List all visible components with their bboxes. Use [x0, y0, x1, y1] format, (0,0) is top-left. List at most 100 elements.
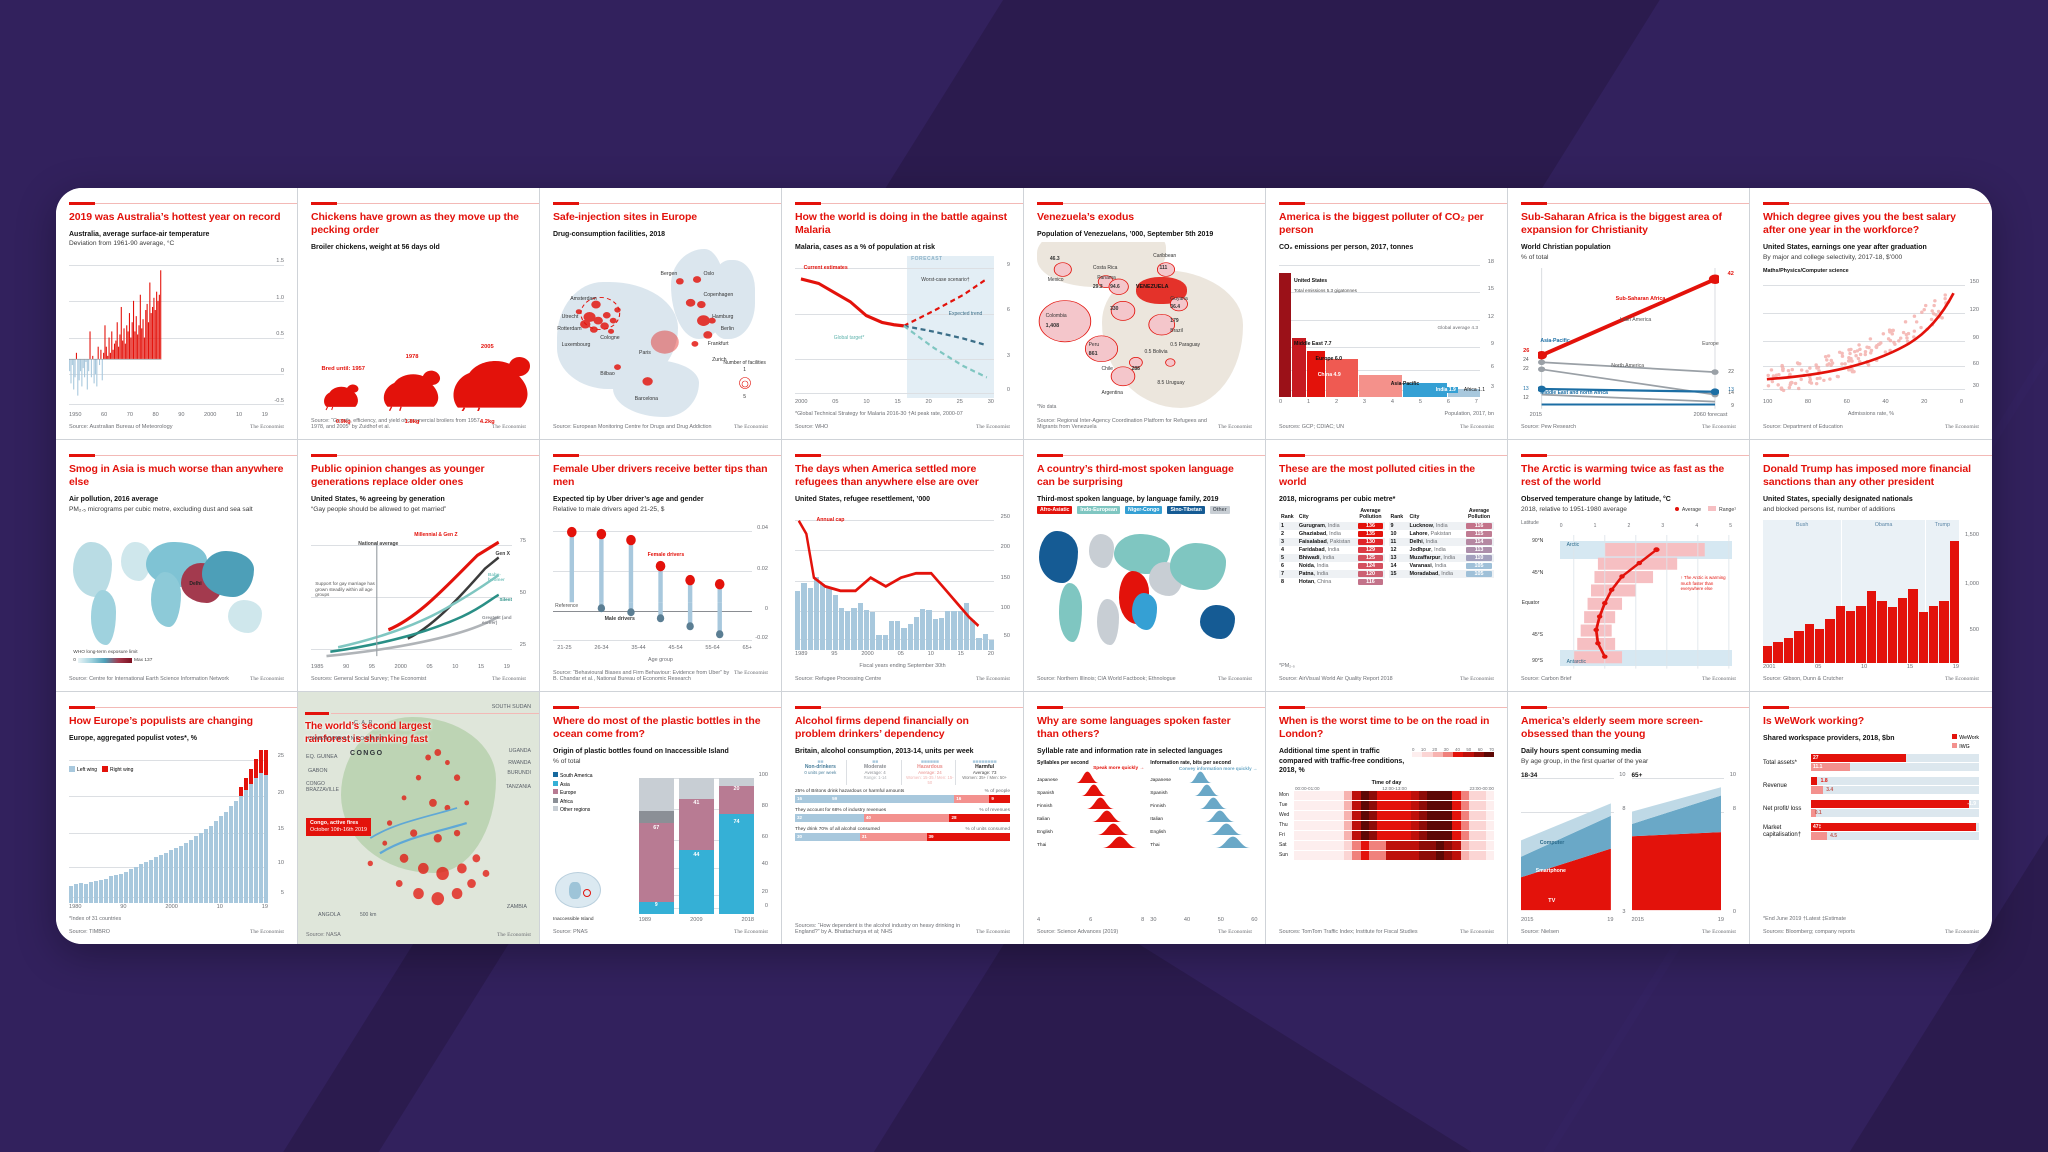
- card-footer: Population, 2017, bn Sources: GCP; CDIAC…: [1279, 411, 1494, 431]
- series-label-latam: Latin America: [1619, 317, 1652, 324]
- card-headline: Donald Trump has imposed more financial …: [1763, 463, 1971, 489]
- card-subtitle: World Christian population: [1521, 244, 1611, 252]
- card-america-refugees[interactable]: The days when America settled more refug…: [782, 440, 1024, 692]
- x-axis: 1985 90 95 2000 05 10 15 19: [311, 664, 510, 671]
- xtick-0: 0: [1559, 523, 1563, 530]
- legend-niger-congo[interactable]: Niger-Congo: [1125, 505, 1163, 514]
- value-1989-asia: 9: [638, 901, 674, 915]
- card-safe-injection-sites[interactable]: Safe-injection sites in Europe Drug-cons…: [540, 188, 782, 440]
- card-third-most-spoken-language[interactable]: A country’s third-most spoken language c…: [1024, 440, 1266, 692]
- card-europe-populists[interactable]: How Europe’s populists are changing Euro…: [56, 692, 298, 944]
- series-label-male: Male drivers: [604, 616, 635, 623]
- heatmap-row: Sun: [1279, 850, 1494, 860]
- accent-rule: [69, 202, 297, 205]
- legend-indo-european[interactable]: Indo-European: [1077, 505, 1121, 514]
- callout-subtitle: October 10th-16th 2019: [310, 826, 367, 833]
- card-co2-per-person[interactable]: America is the biggest polluter of CO₂ p…: [1266, 188, 1508, 440]
- card-subtitle: United States, % agreeing by generation: [311, 496, 445, 504]
- bred-until-label: Bred until:: [321, 365, 351, 372]
- pollution-table-left: Rank City Average Pollution 1 Gurugram, In…: [1279, 508, 1385, 586]
- alcohol-row: They drink 70% of all alcohol consumed% …: [795, 827, 1011, 842]
- group-moderate: ■■ Moderate Average: 4 Range: 1-14: [850, 759, 902, 786]
- card-headline: The world’s second largest rainforest is…: [305, 721, 431, 745]
- card-footer: Source: Carbon Brief The Economist: [1521, 676, 1736, 683]
- card-smog-asia[interactable]: Smog in Asia is much worse than anywhere…: [56, 440, 298, 692]
- xtick-2015: 2015: [1529, 412, 1543, 419]
- card-headline: These are the most polluted cities in th…: [1279, 463, 1476, 489]
- legend-sino-tibetan[interactable]: Sino-Tibetan: [1167, 505, 1205, 514]
- legend-afro-asiatic[interactable]: Afro-Asiatic: [1037, 505, 1073, 514]
- card-malaria-battle[interactable]: How the world is doing in the battle aga…: [782, 188, 1024, 440]
- legend-other[interactable]: Other: [1209, 505, 1230, 514]
- brand-text: The Economist: [975, 929, 1010, 936]
- series-label-genx: Gen X: [495, 550, 510, 557]
- card-subtitle-2: and blocked persons list, number of addi…: [1763, 505, 1896, 513]
- xtick-1989: 1989: [638, 917, 652, 924]
- card-footer: Source: PNAS The Economist: [553, 929, 768, 936]
- label-zurich: Zurich: [712, 356, 727, 363]
- card-congo-rainforest[interactable]: The world’s second largest rainforest is…: [298, 692, 540, 944]
- card-footer: Source: Northern Illinois; CIA World Fac…: [1037, 676, 1252, 683]
- label-guyana: Guyana: [1170, 295, 1188, 302]
- card-london-traffic[interactable]: When is the worst time to be on the road…: [1266, 692, 1508, 944]
- card-christianity-expansion[interactable]: Sub-Saharan Africa is the biggest area o…: [1508, 188, 1750, 440]
- card-public-opinion-generations[interactable]: Public opinion changes as younger genera…: [298, 440, 540, 692]
- card-subtitle-2: “Gay people should be allowed to get mar…: [311, 505, 447, 513]
- table-row: 15 Moradabad, India 105: [1388, 569, 1494, 578]
- card-subtitle: Additional time spent in traffic compare…: [1279, 748, 1405, 774]
- bar-2009: 41 44: [678, 778, 714, 915]
- value-guyana: 36.4: [1170, 304, 1181, 311]
- card-headline: 2019 was Australia’s hottest year on rec…: [69, 211, 281, 223]
- pollution-table-right: Rank City Average Pollution 9 Lucknow, Ind…: [1388, 508, 1495, 578]
- president-label-trump: Trump: [1934, 522, 1951, 529]
- card-venezuela-exodus[interactable]: Venezuela’s exodus Population of Venezue…: [1024, 188, 1266, 440]
- accent-rule: [1279, 202, 1507, 205]
- accent-rule: [1279, 454, 1507, 457]
- accent-rule: [553, 706, 781, 709]
- card-alcohol-problem-drinkers[interactable]: Alcohol firms depend financially on prob…: [782, 692, 1024, 944]
- card-chickens-pecking-order[interactable]: Chickens have grown as they move up the …: [298, 188, 540, 440]
- table-row: 14 Varanasi, India 105: [1389, 562, 1495, 570]
- chart-area: 75 50 25 Millennial & Gen Z Gen X Baby-bo…: [311, 520, 526, 673]
- card-arctic-warming[interactable]: The Arctic is warming twice as fast as t…: [1508, 440, 1750, 692]
- accent-rule: [311, 202, 539, 205]
- value-na-2015: 12: [1523, 395, 1529, 402]
- card-female-uber-tips[interactable]: Female Uber drivers receive better tips …: [540, 440, 782, 692]
- card-languages-spoken-faster[interactable]: Why are some languages spoken faster tha…: [1024, 692, 1266, 944]
- card-subtitle: Broiler chickens, weight at 56 days old: [311, 244, 440, 252]
- source-text: Sources: TomTom Traffic Index; Institute…: [1279, 929, 1418, 936]
- card-subtitle: Expected tip by Uber driver’s age and ge…: [553, 496, 704, 504]
- xtick-3: 3: [1661, 523, 1665, 530]
- col-city: City: [1298, 513, 1309, 520]
- card-trump-sanctions[interactable]: Donald Trump has imposed more financial …: [1750, 440, 1992, 692]
- source-text: Source: Gibson, Dunn & Crutcher: [1763, 676, 1844, 683]
- series-label-female: Female drivers: [647, 552, 685, 559]
- xtick-5: 5: [1729, 523, 1732, 530]
- card-subtitle-2: % of total: [1521, 253, 1549, 261]
- ridgeline-row: Spanish: [1150, 784, 1257, 796]
- card-most-polluted-cities[interactable]: These are the most polluted cities in th…: [1266, 440, 1508, 692]
- label-berlin: Berlin: [720, 326, 734, 333]
- chart-area: 18-34 10 8 Computer Smartphone TV 3 2015 …: [1521, 772, 1736, 926]
- ridgeline-row: Japanese: [1037, 771, 1144, 783]
- card-degree-best-salary[interactable]: Which degree gives you the best salary a…: [1750, 188, 1992, 440]
- x-axis: 1980 90 2000 10 19: [69, 904, 268, 911]
- card-footer: Source: “Growth, efficiency, and yield o…: [311, 418, 526, 432]
- brand-text: The Economist: [249, 424, 284, 431]
- chart-area: Rank City Average Pollution 1 Gurugram, In…: [1279, 508, 1494, 661]
- heatmap-row: Fri: [1279, 830, 1494, 840]
- brand-text: The Economist: [1944, 929, 1979, 936]
- legend-europe: Europe: [560, 790, 577, 797]
- card-subtitle: Daily hours spent consuming media: [1521, 748, 1642, 756]
- card-wework-working[interactable]: Is WeWork working? Shared workspace prov…: [1750, 692, 1992, 944]
- source-text: Source: PNAS: [553, 929, 588, 936]
- alcohol-row: 25% of Britons drink hazardous or harmfu…: [795, 789, 1010, 804]
- card-elderly-screen-time[interactable]: America’s elderly seem more screen-obses…: [1508, 692, 1750, 944]
- bubble-legend: Number of facilities 1 5: [723, 361, 766, 400]
- traffic-heatmap: Mon Tue Wed Thu Fri Sat Sun: [1279, 790, 1494, 860]
- ytick-45s: 45°S: [1532, 631, 1544, 638]
- card-headline: Sub-Saharan Africa is the biggest area o…: [1521, 211, 1722, 237]
- card-australia-hottest-year[interactable]: 2019 was Australia’s hottest year on rec…: [56, 188, 298, 440]
- card-ocean-plastic-bottles[interactable]: Where do most of the plastic bottles in …: [540, 692, 782, 944]
